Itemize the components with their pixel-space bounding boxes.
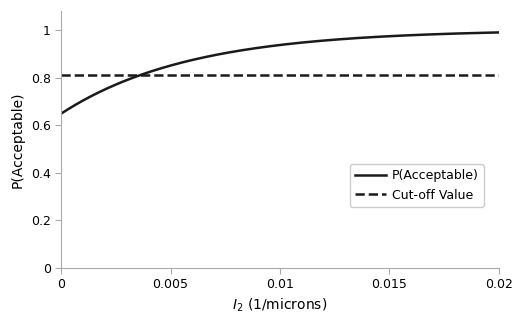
P(Acceptable): [351, 36, 357, 40]
P(Acceptable): [256, 46, 263, 50]
P(Acceptable): [170, 63, 177, 67]
P(Acceptable): [58, 112, 64, 116]
X-axis label: $\mathit{I}_2$ (1/microns): $\mathit{I}_2$ (1/microns): [232, 296, 328, 314]
P(Acceptable): [135, 74, 141, 78]
P(Acceptable): [316, 39, 322, 43]
Legend: P(Acceptable), Cut-off Value: P(Acceptable), Cut-off Value: [350, 164, 484, 207]
Y-axis label: P(Acceptable): P(Acceptable): [11, 91, 25, 188]
P(Acceptable): [388, 34, 394, 38]
P(Acceptable): [496, 31, 502, 34]
Line: P(Acceptable): P(Acceptable): [61, 32, 499, 114]
